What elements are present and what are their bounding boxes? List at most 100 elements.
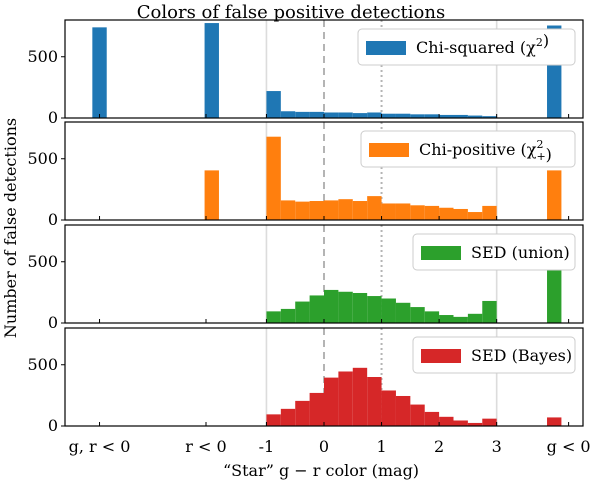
histogram-bar	[410, 307, 425, 323]
histogram-bar	[381, 113, 396, 118]
histogram-bar	[482, 418, 497, 426]
histogram-bar	[410, 205, 425, 220]
histogram-bar	[467, 212, 483, 220]
x-tick-label: 1	[376, 437, 386, 456]
histogram-bar	[439, 207, 454, 220]
chart-title: Colors of false positive detections	[137, 2, 445, 23]
histogram-bar	[280, 111, 296, 118]
histogram-bar	[395, 395, 411, 426]
histogram-bar	[424, 411, 440, 426]
histogram-bar	[266, 136, 281, 220]
y-tick-label: 500	[27, 355, 58, 374]
histogram-bar	[352, 292, 368, 323]
histogram-bar	[453, 114, 468, 118]
category-bar	[92, 27, 107, 119]
histogram-bar	[395, 113, 411, 118]
category-bar	[204, 170, 219, 220]
panel-3: 0 500 SED (union)	[27, 224, 584, 332]
histogram-bar	[482, 205, 497, 220]
legend-label: SED (Bayes)	[471, 346, 572, 365]
histogram-bar	[367, 112, 382, 118]
histogram-bar	[309, 295, 324, 323]
histogram-bar	[367, 296, 382, 323]
legend-box	[412, 336, 576, 374]
histogram-bar	[352, 113, 368, 118]
histogram-bar	[467, 422, 483, 426]
histogram-bar	[367, 196, 382, 220]
histogram-bar	[309, 392, 324, 426]
histogram-bar	[280, 408, 296, 426]
legend-label: Chi-positive (χ2 +)	[419, 138, 552, 164]
histogram-bar	[280, 200, 296, 220]
histogram-bar	[395, 302, 411, 323]
histogram-bar	[352, 367, 368, 426]
histogram-bar	[266, 414, 281, 426]
histogram-bar	[381, 390, 396, 426]
histogram-bar	[424, 114, 440, 118]
histogram-bar	[424, 205, 440, 220]
histogram-bar	[467, 115, 483, 118]
legend-swatch	[366, 41, 406, 55]
histogram-bar	[410, 404, 425, 426]
x-tick-label: r < 0	[185, 437, 226, 456]
category-bar	[547, 170, 562, 220]
histogram-bar	[295, 201, 310, 220]
histogram-bar	[324, 289, 339, 323]
x-tick-labels: g, r < 0 r < 0 -1 0 1 2 3 g < 0	[69, 437, 591, 456]
histogram-bar	[324, 200, 339, 220]
x-tick-label: -1	[259, 437, 275, 456]
legend-label: SED (union)	[471, 243, 570, 262]
legend-swatch	[369, 143, 409, 157]
histogram-bar	[439, 416, 454, 426]
histogram-bar	[309, 201, 324, 220]
x-tick-label: g < 0	[547, 437, 591, 456]
histogram-bar	[266, 311, 281, 323]
legend-box	[412, 233, 576, 271]
histogram-bar	[338, 291, 353, 323]
legend-box	[357, 28, 576, 66]
x-axis-label: “Star” g − r color (mag)	[223, 461, 419, 480]
histogram-bar	[280, 308, 296, 323]
x-tick-label: 3	[492, 437, 502, 456]
y-tick-label: 500	[27, 47, 58, 66]
histogram-bar	[324, 377, 339, 426]
x-tick-label: 0	[319, 437, 329, 456]
histogram-bar	[467, 313, 483, 323]
panel-1: 0 500 Chi-squared (χ2)	[27, 19, 584, 127]
histogram-bar	[338, 199, 353, 220]
legend-swatch	[421, 246, 461, 260]
histogram-bar	[266, 91, 281, 118]
y-axis-label: Number of false detections	[1, 118, 20, 338]
y-tick-label: 0	[48, 210, 58, 229]
histogram-bar	[309, 111, 324, 118]
legend-swatch	[421, 349, 461, 363]
histogram-bar	[453, 316, 468, 323]
category-bar	[204, 23, 219, 118]
y-tick-label: 500	[27, 252, 58, 271]
y-tick-label: 500	[27, 149, 58, 168]
histogram-bar	[338, 112, 353, 118]
histogram-bar	[295, 301, 310, 323]
histogram-bar	[439, 315, 454, 323]
panels-group: 0 500 Chi-squared (χ2) 0 500 Chi-positive (χ2…	[27, 19, 584, 435]
legend-box	[360, 130, 576, 168]
y-tick-label: 0	[48, 313, 58, 332]
x-tick-label: g, r < 0	[69, 437, 131, 456]
panel-4: 0 500 SED (Bayes)	[27, 327, 584, 435]
histogram-bar	[395, 203, 411, 220]
histogram-bar	[424, 311, 440, 323]
legend-label: Chi-squared (χ2)	[416, 31, 549, 57]
y-tick-label: 0	[48, 108, 58, 127]
histogram-bar	[381, 298, 396, 323]
histogram-bar	[295, 400, 310, 426]
panel-2: 0 500 Chi-positive (χ2 +)	[27, 121, 584, 229]
x-tick-label: 2	[434, 437, 444, 456]
histogram-bar	[439, 114, 454, 118]
histogram-bar	[482, 116, 497, 118]
histogram-bar	[367, 377, 382, 426]
histogram-bar	[482, 300, 497, 323]
histogram-bar	[295, 111, 310, 118]
histogram-bar	[324, 112, 339, 118]
histogram-bar	[352, 201, 368, 220]
